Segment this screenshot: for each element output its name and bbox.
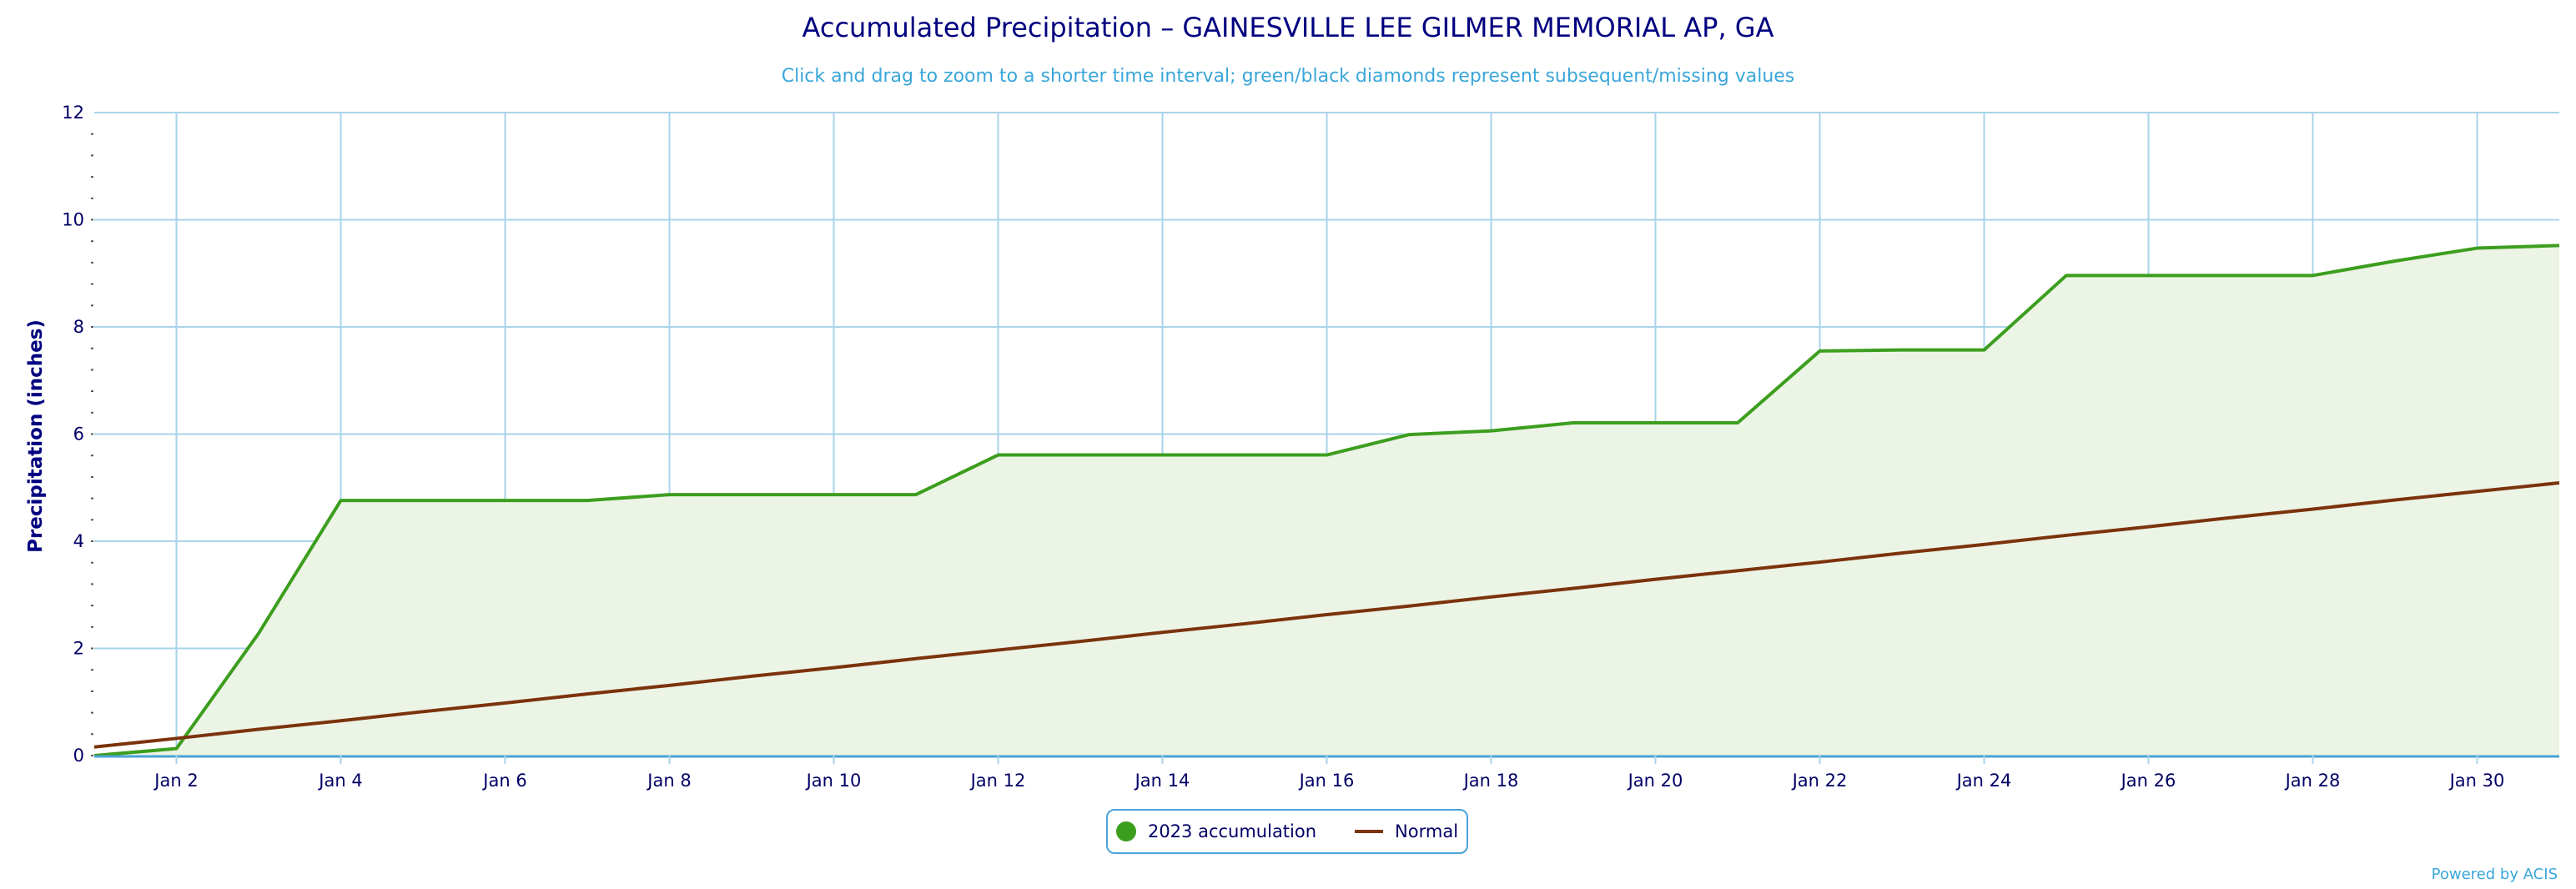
y-minor-ticks [91,133,93,756]
y-tick-label: 12 [62,103,84,123]
y-axis-title: Precipitation (inches) [25,319,47,553]
x-tick-label: Jan 4 [317,771,362,791]
legend-item-normal[interactable]: Normal [1355,821,1458,841]
x-tick-label: Jan 28 [2284,771,2341,791]
x-tick-label: Jan 6 [481,771,526,791]
x-axis: Jan 2 Jan 4 Jan 6 Jan 8 Jan 10 Jan 12 Jan 14 Ja… [94,755,2559,791]
x-tick-label: Jan 16 [1298,771,1355,791]
accumulation-line[interactable] [93,244,2560,757]
legend-item-accumulation[interactable]: 2023 accumulation [1115,821,1317,841]
accumulation-area [94,245,2559,756]
x-tick-label: Jan 22 [1791,771,1848,791]
brown-line-icon [1355,830,1384,833]
accumulation-area-fill [94,245,2559,756]
x-tick-label: Jan 20 [1627,771,1683,791]
x-tick-label: Jan 18 [1462,771,1519,791]
y-tick-label: 4 [73,531,84,551]
x-tick-label: Jan 8 [646,771,691,791]
series-lines[interactable] [93,244,2560,757]
chart-subtitle: Click and drag to zoom to a shorter time… [782,66,1795,87]
x-tick-label: Jan 26 [2120,771,2176,791]
legend: 2023 accumulation Normal [1106,809,1468,854]
x-tick-label: Jan 10 [805,771,862,791]
y-tick-label: 6 [73,424,84,444]
y-tick-label: 8 [73,317,84,337]
x-tick-label: Jan 2 [153,771,198,791]
chart-title: Accumulated Precipitation – GAINESVILLE … [802,12,1774,43]
y-axis: 0 2 4 6 8 10 12 [62,103,84,766]
legend-label-accumulation: 2023 accumulation [1147,821,1317,841]
credits-link[interactable]: Powered by ACIS [2431,866,2558,883]
x-tick-label: Jan 24 [1955,771,2012,791]
y-tick-label: 10 [62,210,84,230]
y-tick-label: 0 [73,746,84,766]
x-tick-label: Jan 14 [1134,771,1190,791]
x-tick-label: Jan 12 [969,771,1026,791]
x-tick-label: Jan 30 [2448,771,2505,791]
y-tick-label: 2 [73,639,84,659]
legend-label-normal: Normal [1395,821,1459,841]
normal-line[interactable] [93,480,2560,749]
green-circle-icon [1115,821,1136,841]
